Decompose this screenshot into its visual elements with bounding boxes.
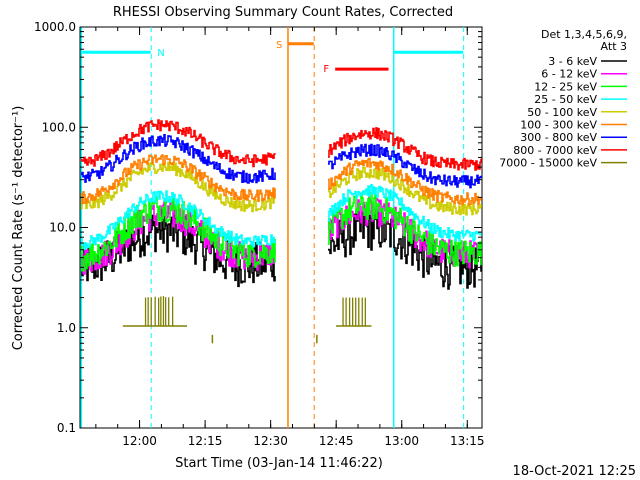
footer-timestamp: 18-Oct-2021 12:25 <box>513 464 636 479</box>
series-group <box>81 119 482 344</box>
series-line <box>81 154 482 206</box>
x-tick-label: 12:45 <box>319 434 354 448</box>
legend-entry-label: 100 - 300 keV <box>520 119 597 132</box>
flare-label: F <box>323 64 329 75</box>
legend-entry-label: 3 - 6 keV <box>548 55 597 68</box>
legend-entry-label: 800 - 7000 keV <box>513 144 597 157</box>
y-axis: 0.1 1.0 10.0 100.0 1000.0 <box>34 20 482 435</box>
series-line <box>81 184 482 251</box>
x-tick-label: 12:00 <box>122 434 157 448</box>
y-tick-label: 1.0 <box>57 321 76 335</box>
y-tick-label: 0.1 <box>57 421 76 435</box>
mode-regions: N S F <box>80 27 465 428</box>
series-line <box>81 134 482 189</box>
y-tick-label: 1000.0 <box>34 20 76 34</box>
series-line <box>81 161 482 216</box>
legend-header: Det 1,3,4,5,6,9, <box>541 28 627 41</box>
y-axis-label: Corrected Count Rate (s⁻¹ detector⁻¹) <box>11 106 26 351</box>
y-tick-label: 10.0 <box>49 221 76 235</box>
x-tick-label: 12:15 <box>188 434 223 448</box>
night-label: N <box>157 48 164 59</box>
legend-entry-label: 300 - 800 keV <box>520 131 597 144</box>
x-tick-label: 13:00 <box>384 434 419 448</box>
y-tick-label: 100.0 <box>42 120 76 134</box>
legend-header: Att 3 <box>601 40 627 53</box>
legend-entry-label: 6 - 12 keV <box>541 68 597 81</box>
x-tick-label: 12:30 <box>253 434 288 448</box>
saa-label: S <box>276 40 282 51</box>
legend-entry-label: 7000 - 15000 keV <box>499 157 597 170</box>
series-line <box>81 192 482 272</box>
legend-entry-label: 25 - 50 keV <box>534 93 597 106</box>
x-axis: 12:00 12:15 12:30 12:45 13:00 13:15 <box>95 27 485 448</box>
x-tick-label: 13:15 <box>450 434 485 448</box>
legend-entry-label: 50 - 100 keV <box>527 106 597 119</box>
chart-title: RHESSI Observing Summary Count Rates, Co… <box>113 5 453 20</box>
series-line <box>81 119 482 171</box>
legend-entry-label: 12 - 25 keV <box>534 80 597 93</box>
x-axis-label: Start Time (03-Jan-14 11:46:22) <box>175 456 383 471</box>
